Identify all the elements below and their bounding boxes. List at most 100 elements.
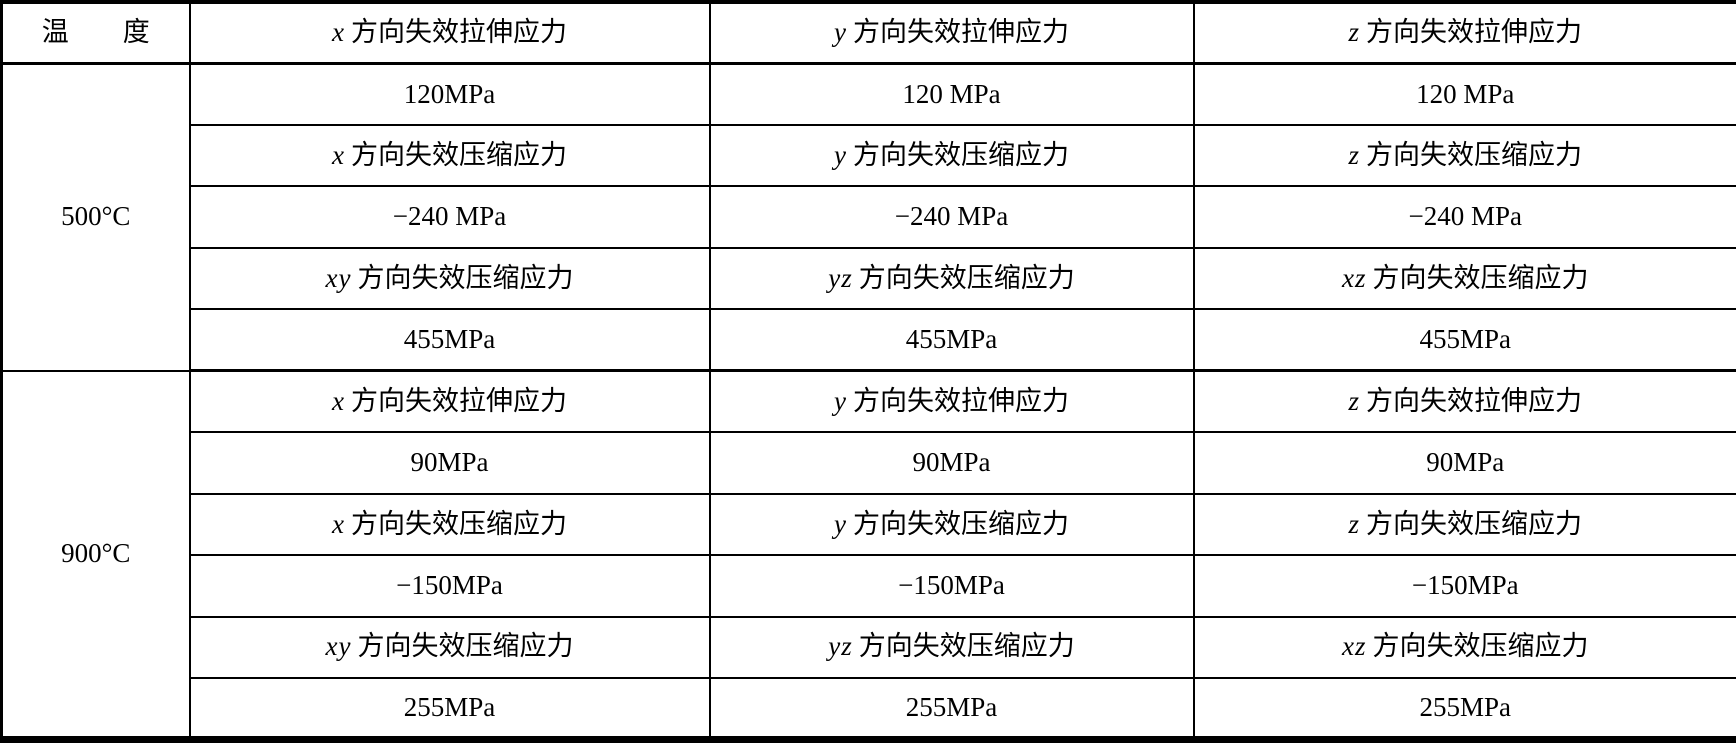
stress-label: 方向失效压缩应力	[852, 508, 1069, 539]
stress-value: 455MPa	[403, 323, 496, 354]
label-cell: yz 方向失效压缩应力	[708, 615, 1195, 679]
value-cell: −150MPa	[708, 554, 1195, 618]
table-row: −240 MPa −240 MPa −240 MPa	[2, 185, 1736, 249]
stress-label: 方向失效压缩应力	[858, 631, 1075, 662]
value-cell: −240 MPa	[1192, 185, 1736, 249]
stress-value: 120MPa	[403, 78, 496, 109]
value-cell: −240 MPa	[188, 185, 711, 249]
stress-value: 90MPa	[912, 447, 991, 478]
table-row: 455MPa 455MPa 455MPa	[2, 308, 1736, 373]
stress-value: −240 MPa	[894, 201, 1009, 232]
direction-prefix: y	[834, 385, 847, 416]
table-row: x 方向失效压缩应力 y 方向失效压缩应力 z 方向失效压缩应力	[2, 492, 1736, 557]
direction-prefix: x	[332, 17, 345, 48]
stress-value: 120 MPa	[902, 78, 1001, 109]
stress-value: 455MPa	[1419, 323, 1511, 354]
table-row: 500°C 120MPa 120 MPa 120 MPa	[0, 62, 1736, 372]
header-label: 方向失效拉伸应力	[852, 17, 1069, 48]
label-cell: y 方向失效压缩应力	[708, 123, 1195, 188]
stress-value: 90MPa	[1426, 447, 1505, 478]
direction-prefix: x	[332, 385, 345, 416]
stress-value: −150MPa	[396, 569, 503, 600]
direction-prefix: xz	[1342, 631, 1367, 662]
header-cell-z-tensile: z 方向失效拉伸应力	[1192, 0, 1736, 65]
label-cell: xy 方向失效压缩应力	[188, 615, 711, 679]
table-row: xy 方向失效压缩应力 yz 方向失效压缩应力 xz 方向失效压缩应力	[2, 615, 1736, 679]
stress-value: 255MPa	[1419, 691, 1511, 722]
value-cell: −150MPa	[1192, 554, 1736, 618]
label-cell: yz 方向失效压缩应力	[708, 246, 1195, 311]
stress-label: 方向失效压缩应力	[1372, 631, 1589, 662]
label-cell: x 方向失效拉伸应力	[188, 369, 711, 434]
label-cell: z 方向失效拉伸应力	[1192, 369, 1736, 434]
value-cell: 255MPa	[708, 676, 1195, 741]
label-cell: xz 方向失效压缩应力	[1192, 615, 1736, 679]
direction-prefix: z	[1348, 508, 1360, 539]
stress-value: −240 MPa	[392, 201, 507, 232]
value-cell: 455MPa	[708, 308, 1195, 373]
direction-prefix: z	[1348, 139, 1360, 170]
value-cell: 120 MPa	[1192, 62, 1736, 126]
stress-value: 455MPa	[905, 323, 998, 354]
label-cell: x 方向失效压缩应力	[188, 123, 711, 188]
direction-prefix: yz	[828, 262, 853, 293]
table-row: 255MPa 255MPa 255MPa	[2, 676, 1736, 741]
label-cell: y 方向失效拉伸应力	[708, 369, 1195, 434]
header-label: 方向失效拉伸应力	[350, 17, 567, 48]
direction-prefix: y	[834, 139, 847, 170]
stress-value: −240 MPa	[1408, 201, 1522, 232]
stress-value: 255MPa	[905, 691, 998, 722]
label-cell: x 方向失效压缩应力	[188, 492, 711, 557]
table-row: 90MPa 90MPa 90MPa	[2, 431, 1736, 495]
stress-label: 方向失效压缩应力	[858, 262, 1075, 293]
stress-value: 255MPa	[403, 691, 496, 722]
value-cell: 455MPa	[188, 308, 711, 373]
header-label: 方向失效拉伸应力	[1366, 17, 1582, 48]
value-cell: 120 MPa	[708, 62, 1195, 126]
stress-label: 方向失效拉伸应力	[350, 385, 567, 416]
stress-label: 方向失效压缩应力	[350, 508, 567, 539]
stress-label: 方向失效拉伸应力	[1366, 385, 1582, 416]
direction-prefix: x	[332, 139, 345, 170]
value-cell: 120MPa	[188, 62, 711, 126]
direction-prefix: x	[332, 508, 345, 539]
label-cell: xz 方向失效压缩应力	[1192, 246, 1736, 311]
stress-label: 方向失效压缩应力	[1366, 139, 1582, 170]
value-cell: 90MPa	[1192, 431, 1736, 495]
direction-prefix: z	[1348, 17, 1360, 48]
stress-value: 120 MPa	[1416, 78, 1515, 109]
temperature-cell-900c: 900°C	[0, 369, 191, 741]
header-cell-y-tensile: y 方向失效拉伸应力	[708, 0, 1195, 65]
temperature-cell-500c: 500°C	[0, 62, 191, 372]
table-row: xy 方向失效压缩应力 yz 方向失效压缩应力 xz 方向失效压缩应力	[2, 246, 1736, 311]
stress-label: 方向失效压缩应力	[357, 262, 574, 293]
header-cell-temperature: 温 度	[0, 0, 191, 65]
value-cell: 255MPa	[1192, 676, 1736, 741]
stress-value: −150MPa	[898, 569, 1005, 600]
label-cell: z 方向失效压缩应力	[1192, 123, 1736, 188]
stress-label: 方向失效压缩应力	[1372, 262, 1589, 293]
direction-prefix: xy	[325, 631, 352, 662]
label-cell: z 方向失效压缩应力	[1192, 492, 1736, 557]
stress-label: 方向失效压缩应力	[350, 139, 567, 170]
direction-prefix: yz	[828, 631, 853, 662]
direction-prefix: xz	[1342, 262, 1367, 293]
table-header-row: 温 度 x 方向失效拉伸应力 y 方向失效拉伸应力 z 方向失效拉伸应力	[0, 0, 1736, 65]
direction-prefix: y	[834, 508, 847, 539]
table-row: 900°C x 方向失效拉伸应力 y 方向失效拉伸应力 z 方向失效拉伸应力	[0, 369, 1736, 741]
header-cell-x-tensile: x 方向失效拉伸应力	[188, 0, 711, 65]
label-cell: xy 方向失效压缩应力	[188, 246, 711, 311]
direction-prefix: xy	[325, 262, 352, 293]
temperature-header-label: 温 度	[41, 17, 150, 48]
stress-label: 方向失效压缩应力	[357, 631, 574, 662]
value-cell: 455MPa	[1192, 308, 1736, 373]
stress-value: −150MPa	[1411, 569, 1519, 600]
value-cell: −150MPa	[188, 554, 711, 618]
value-cell: 255MPa	[188, 676, 711, 741]
value-cell: 90MPa	[188, 431, 711, 495]
stress-label: 方向失效拉伸应力	[852, 385, 1069, 416]
table-row: x 方向失效压缩应力 y 方向失效压缩应力 z 方向失效压缩应力	[2, 123, 1736, 188]
label-cell: y 方向失效压缩应力	[708, 492, 1195, 557]
